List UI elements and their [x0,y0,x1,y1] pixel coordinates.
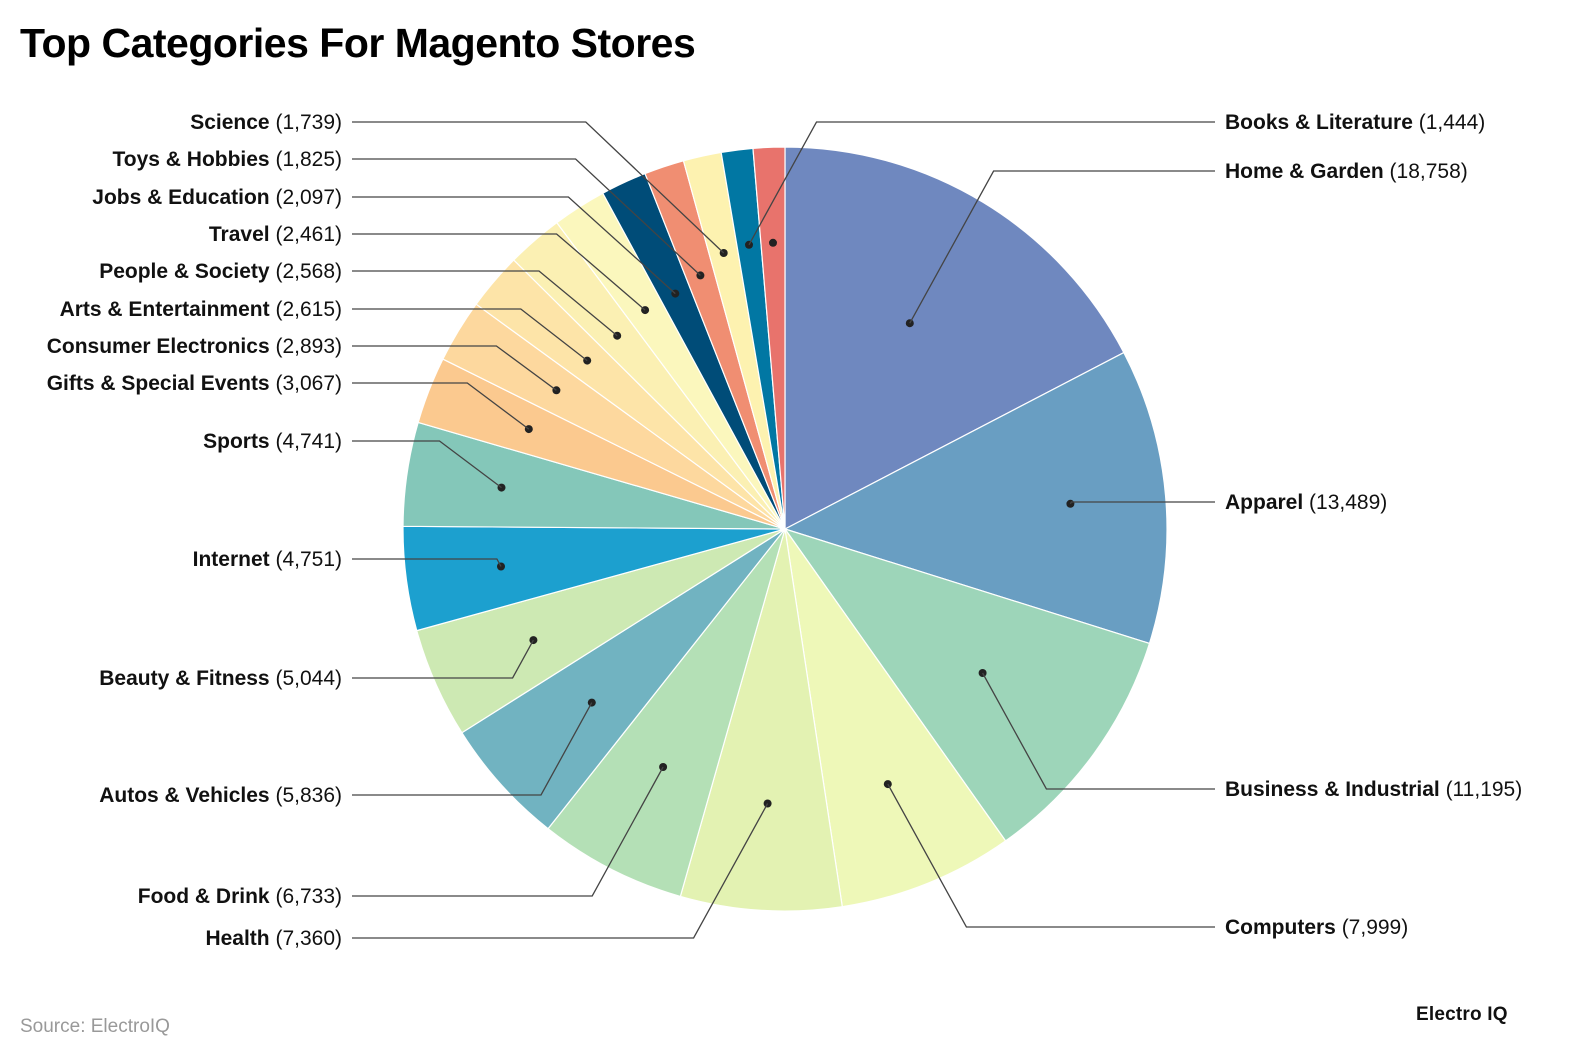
slice-label-3: Computers (7,999) [1225,916,1408,939]
slice-label-name: Science [190,111,275,134]
slice-label-5: Food & Drink (6,733) [138,885,342,908]
slice-label-12: Arts & Entertainment (2,615) [60,298,342,321]
leader-line-16 [352,158,701,276]
slice-label-value: (7,999) [1342,916,1409,939]
slice-label-7: Beauty & Fitness (5,044) [99,667,342,690]
slice-label-name: Food & Drink [138,885,276,908]
leader-line-5 [352,766,664,897]
slice-label-value: (5,836) [275,784,342,807]
pie-slice-1 [783,351,1168,645]
slice-label-value: (18,758) [1390,160,1468,183]
slice-label-name: Beauty & Fitness [99,667,275,690]
slice-label-6: Autos & Vehicles (5,836) [99,784,342,807]
leader-line-17 [352,121,725,254]
slice-label-11: Consumer Electronics (2,893) [47,335,342,358]
pie-slice-5 [547,528,786,898]
pie-slice-0 [784,146,1125,530]
slice-label-2: Business & Industrial (11,195) [1225,778,1522,801]
pie-slice-2 [783,527,1151,842]
slice-label-value: (2,615) [275,298,342,321]
leader-line-1 [1069,501,1215,505]
brand-logo: Electro IQ [1416,1004,1508,1025]
slice-label-8: Internet (4,751) [193,548,342,571]
slice-label-value: (1,739) [275,111,342,134]
pie-slice-4 [679,528,843,912]
leader-line-7 [352,639,534,679]
slice-label-name: Travel [209,223,276,246]
slice-label-1: Apparel (13,489) [1225,491,1387,514]
pie-slice-19 [752,146,786,530]
slice-label-14: Travel (2,461) [209,223,342,246]
leader-line-11 [352,345,557,391]
slice-label-15: Jobs & Education (2,097) [92,186,342,209]
leader-line-6 [352,702,593,796]
slice-label-10: Gifts & Special Events (3,067) [47,372,342,395]
slice-labels: Home & Garden (18,758) Apparel (13,489) Bu… [47,111,1523,950]
slice-label-name: Arts & Entertainment [60,298,276,321]
slice-label-value: (4,751) [275,548,342,571]
slice-label-name: Apparel [1225,491,1309,514]
slice-label-17: Science (1,739) [190,111,342,134]
leader-line-2 [982,672,1215,790]
slice-label-value: (2,893) [275,335,342,358]
leader-line-10 [352,382,530,430]
slice-label-name: Health [205,927,275,950]
leader-line-13 [352,270,618,337]
leader-line-9 [352,440,502,489]
leader-line-15 [352,196,676,295]
slice-label-16: Toys & Hobbies (1,825) [112,148,342,171]
slice-label-name: Books & Literature [1225,111,1419,134]
slice-label-0: Home & Garden (18,758) [1225,160,1468,183]
slice-label-value: (4,741) [275,430,342,453]
leader-line-3 [887,783,1215,928]
slice-label-name: Autos & Vehicles [99,784,275,807]
leader-line-8 [352,558,502,567]
slice-label-value: (13,489) [1309,491,1387,514]
slice-label-value: (6,733) [275,885,342,908]
slice-label-name: Internet [193,548,276,571]
slice-label-name: Business & Industrial [1225,778,1446,801]
slice-label-name: Computers [1225,916,1342,939]
slice-label-4: Health (7,360) [205,927,342,950]
slice-label-value: (2,461) [275,223,342,246]
slice-label-name: Jobs & Education [92,186,275,209]
leader-line-14 [352,233,646,311]
slice-label-13: People & Society (2,568) [99,260,342,283]
chart-title: Top Categories For Magento Stores [20,20,696,66]
leader-line-18 [748,121,1215,246]
slice-label-value: (7,360) [275,927,342,950]
slice-label-18: Books & Literature (1,444) [1225,111,1485,134]
slice-label-name: Sports [203,430,275,453]
leader-line-4 [352,803,769,939]
leader-lines [352,121,1215,939]
leader-line-12 [352,308,588,362]
slice-label-value: (2,568) [275,260,342,283]
slice-label-value: (1,825) [275,148,342,171]
leader-line-0 [909,170,1215,324]
slice-label-name: People & Society [99,260,275,283]
slice-label-value: (1,444) [1419,111,1486,134]
leader-dot-19 [769,238,777,247]
slice-label-value: (2,097) [275,186,342,209]
slice-label-9: Sports (4,741) [203,430,342,453]
source-note: Source: ElectroIQ [20,1016,170,1037]
slice-label-value: (3,067) [275,372,342,395]
slice-label-name: Toys & Hobbies [112,148,275,171]
slice-label-value: (5,044) [275,667,342,690]
pie-slices [402,146,1168,912]
slice-label-value: (11,195) [1446,778,1523,801]
slice-label-name: Home & Garden [1225,160,1390,183]
slice-label-name: Gifts & Special Events [47,372,276,395]
slice-label-name: Consumer Electronics [47,335,276,358]
pie-slice-3 [784,528,1007,908]
